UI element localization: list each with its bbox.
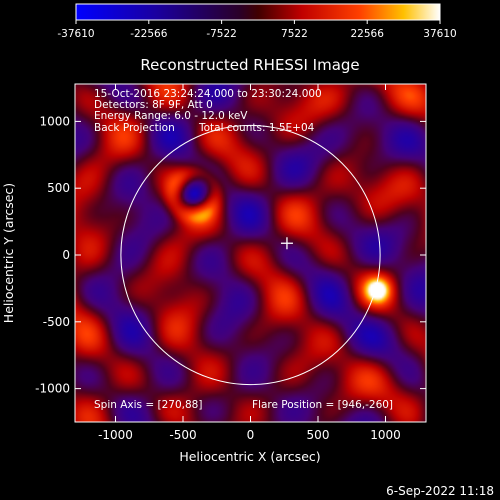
y-tick-label: 500 xyxy=(47,181,70,195)
x-axis-ticks: -1000 -500 0 500 1000 xyxy=(98,84,401,442)
y-tick-label: -500 xyxy=(43,315,70,329)
x-tick-label: -500 xyxy=(169,428,196,442)
colorbar-tick-label: 37610 xyxy=(423,28,456,40)
annotation-method: Back Projection xyxy=(94,122,175,134)
y-tick-label: 1000 xyxy=(39,114,70,128)
annotation-counts: Total counts: 1.5E+04 xyxy=(198,122,315,134)
colorbar-ticks: -37610 -22566 -7522 7522 22566 37610 xyxy=(57,20,457,40)
annotation-detectors: Detectors: 8F 9F, Att 0 xyxy=(94,99,213,111)
spin-axis-marker xyxy=(280,237,293,250)
y-axis-ticks: -1000 -500 0 500 1000 xyxy=(35,114,426,396)
annotation-energy: Energy Range: 6.0 - 12.0 keV xyxy=(94,110,248,122)
colorbar-tick-label: 22566 xyxy=(350,28,384,40)
y-tick-label: -1000 xyxy=(35,382,70,396)
x-tick-label: 0 xyxy=(247,428,255,442)
annotation-time-range: 15-Oct-2016 23:24:24.000 to 23:30:24.000 xyxy=(94,88,322,100)
chart-title: Reconstructed RHESSI Image xyxy=(140,56,359,74)
footer-timestamp: 6-Sep-2022 11:18 xyxy=(386,484,494,498)
x-tick-label: 500 xyxy=(307,428,330,442)
y-axis-label: Heliocentric Y (arcsec) xyxy=(1,183,16,323)
x-tick-label: 1000 xyxy=(370,428,401,442)
x-tick-label: -1000 xyxy=(98,428,133,442)
y-tick-label: 0 xyxy=(62,248,70,262)
x-axis-label: Heliocentric X (arcsec) xyxy=(179,449,320,464)
colorbar-tick-label: -37610 xyxy=(57,28,94,40)
colorbar-tick-label: -7522 xyxy=(206,28,237,40)
colorbar xyxy=(75,3,441,21)
colorbar-tick-label: -22566 xyxy=(130,28,168,40)
solar-limb xyxy=(120,124,381,386)
annotation-flare-position: Flare Position = [946,-260] xyxy=(252,399,393,411)
colorbar-tick-label: 7522 xyxy=(281,28,308,40)
annotation-spin-axis: Spin Axis = [270,88] xyxy=(94,399,202,411)
heatmap-image xyxy=(75,84,426,422)
